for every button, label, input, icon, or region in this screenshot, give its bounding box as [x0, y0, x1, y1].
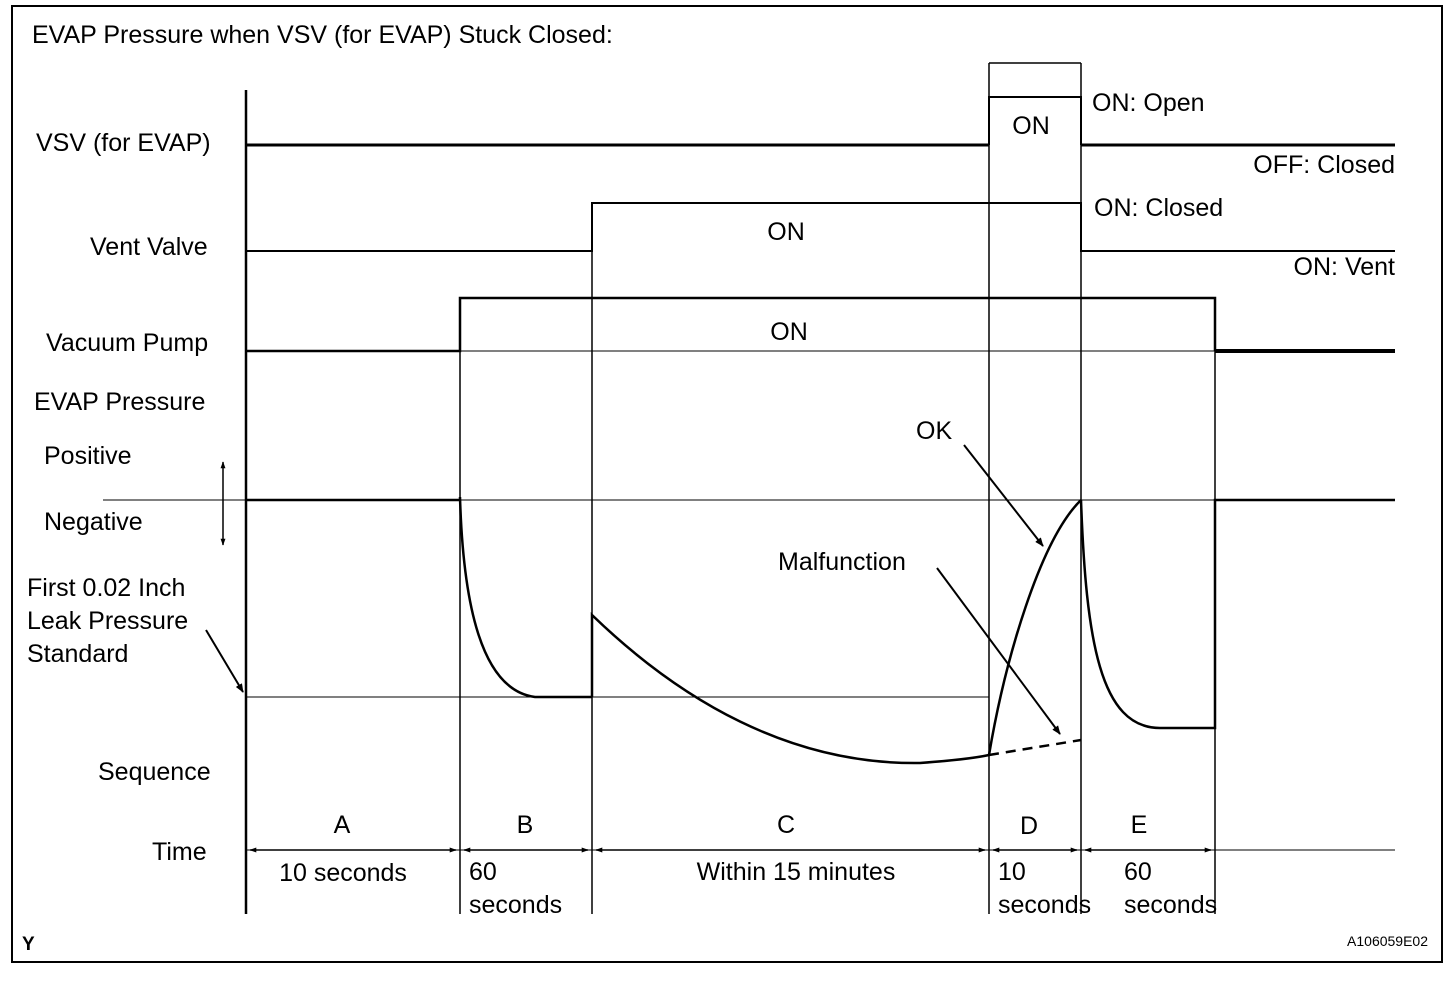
pressure-phase-c — [590, 612, 990, 765]
phase-d-time-line2: seconds — [998, 891, 1091, 919]
phase-d-label: D — [1020, 812, 1038, 840]
phase-b-time-line1: 60 — [469, 858, 497, 886]
figure-title: EVAP Pressure when VSV (for EVAP) Stuck … — [32, 21, 613, 49]
phase-c-time: Within 15 minutes — [697, 858, 896, 886]
phase-a-time: 10 seconds — [279, 859, 407, 887]
vent-closed-label: ON: Closed — [1094, 194, 1223, 222]
corner-letter: Y — [22, 934, 35, 955]
figure-border — [11, 5, 1443, 963]
pump-on-label: ON — [770, 318, 808, 346]
row-label-positive: Positive — [44, 442, 132, 470]
vacuum-pump-signal — [246, 296, 1395, 353]
row-label-time: Time — [152, 838, 207, 866]
row-label-evap-pressure: EVAP Pressure — [34, 388, 205, 416]
vsv-open-label: ON: Open — [1092, 89, 1205, 117]
phase-b-label: B — [517, 811, 534, 839]
row-label-sequence: Sequence — [98, 758, 211, 786]
pressure-phase-e — [1079, 498, 1395, 730]
phase-d-time-line1: 10 — [998, 858, 1026, 886]
phase-a-label: A — [334, 811, 351, 839]
phase-c-label: C — [777, 811, 795, 839]
figure-id: A106059E02 — [1347, 933, 1428, 949]
ok-pointer — [963, 444, 1044, 547]
phase-b-time-line2: seconds — [469, 891, 562, 919]
phase-e-label: E — [1131, 811, 1148, 839]
phase-e-time-line1: 60 — [1124, 858, 1152, 886]
row-label-vent-valve: Vent Valve — [90, 233, 208, 261]
ok-label: OK — [916, 417, 952, 445]
phase-boundaries — [459, 62, 1216, 914]
malfunction-pointer — [936, 567, 1061, 735]
row-label-vacuum-pump: Vacuum Pump — [46, 329, 208, 357]
vent-vent-label: ON: Vent — [1294, 253, 1395, 281]
pressure-ok-curve — [987, 499, 1082, 756]
vsv-on-label: ON — [1012, 112, 1050, 140]
row-label-vsv: VSV (for EVAP) — [36, 129, 211, 157]
pressure-phase-a-b — [246, 496, 592, 699]
malfunction-label: Malfunction — [778, 548, 906, 576]
pressure-malfunction-curve — [988, 738, 1082, 757]
evap-pressure-curve — [246, 496, 1395, 765]
row-label-negative: Negative — [44, 508, 143, 536]
vsv-closed-label: OFF: Closed — [1253, 151, 1395, 179]
phase-e-time-line2: seconds — [1124, 891, 1217, 919]
vent-on-label: ON — [767, 218, 805, 246]
vent-valve-signal — [246, 202, 1395, 252]
vsv-signal — [246, 96, 1395, 147]
row-label-leak-line2: Leak Pressure — [27, 607, 188, 635]
leak-standard-pointer — [205, 629, 244, 693]
row-label-leak-line3: Standard — [27, 640, 128, 668]
row-label-leak-line1: First 0.02 Inch — [27, 574, 185, 602]
